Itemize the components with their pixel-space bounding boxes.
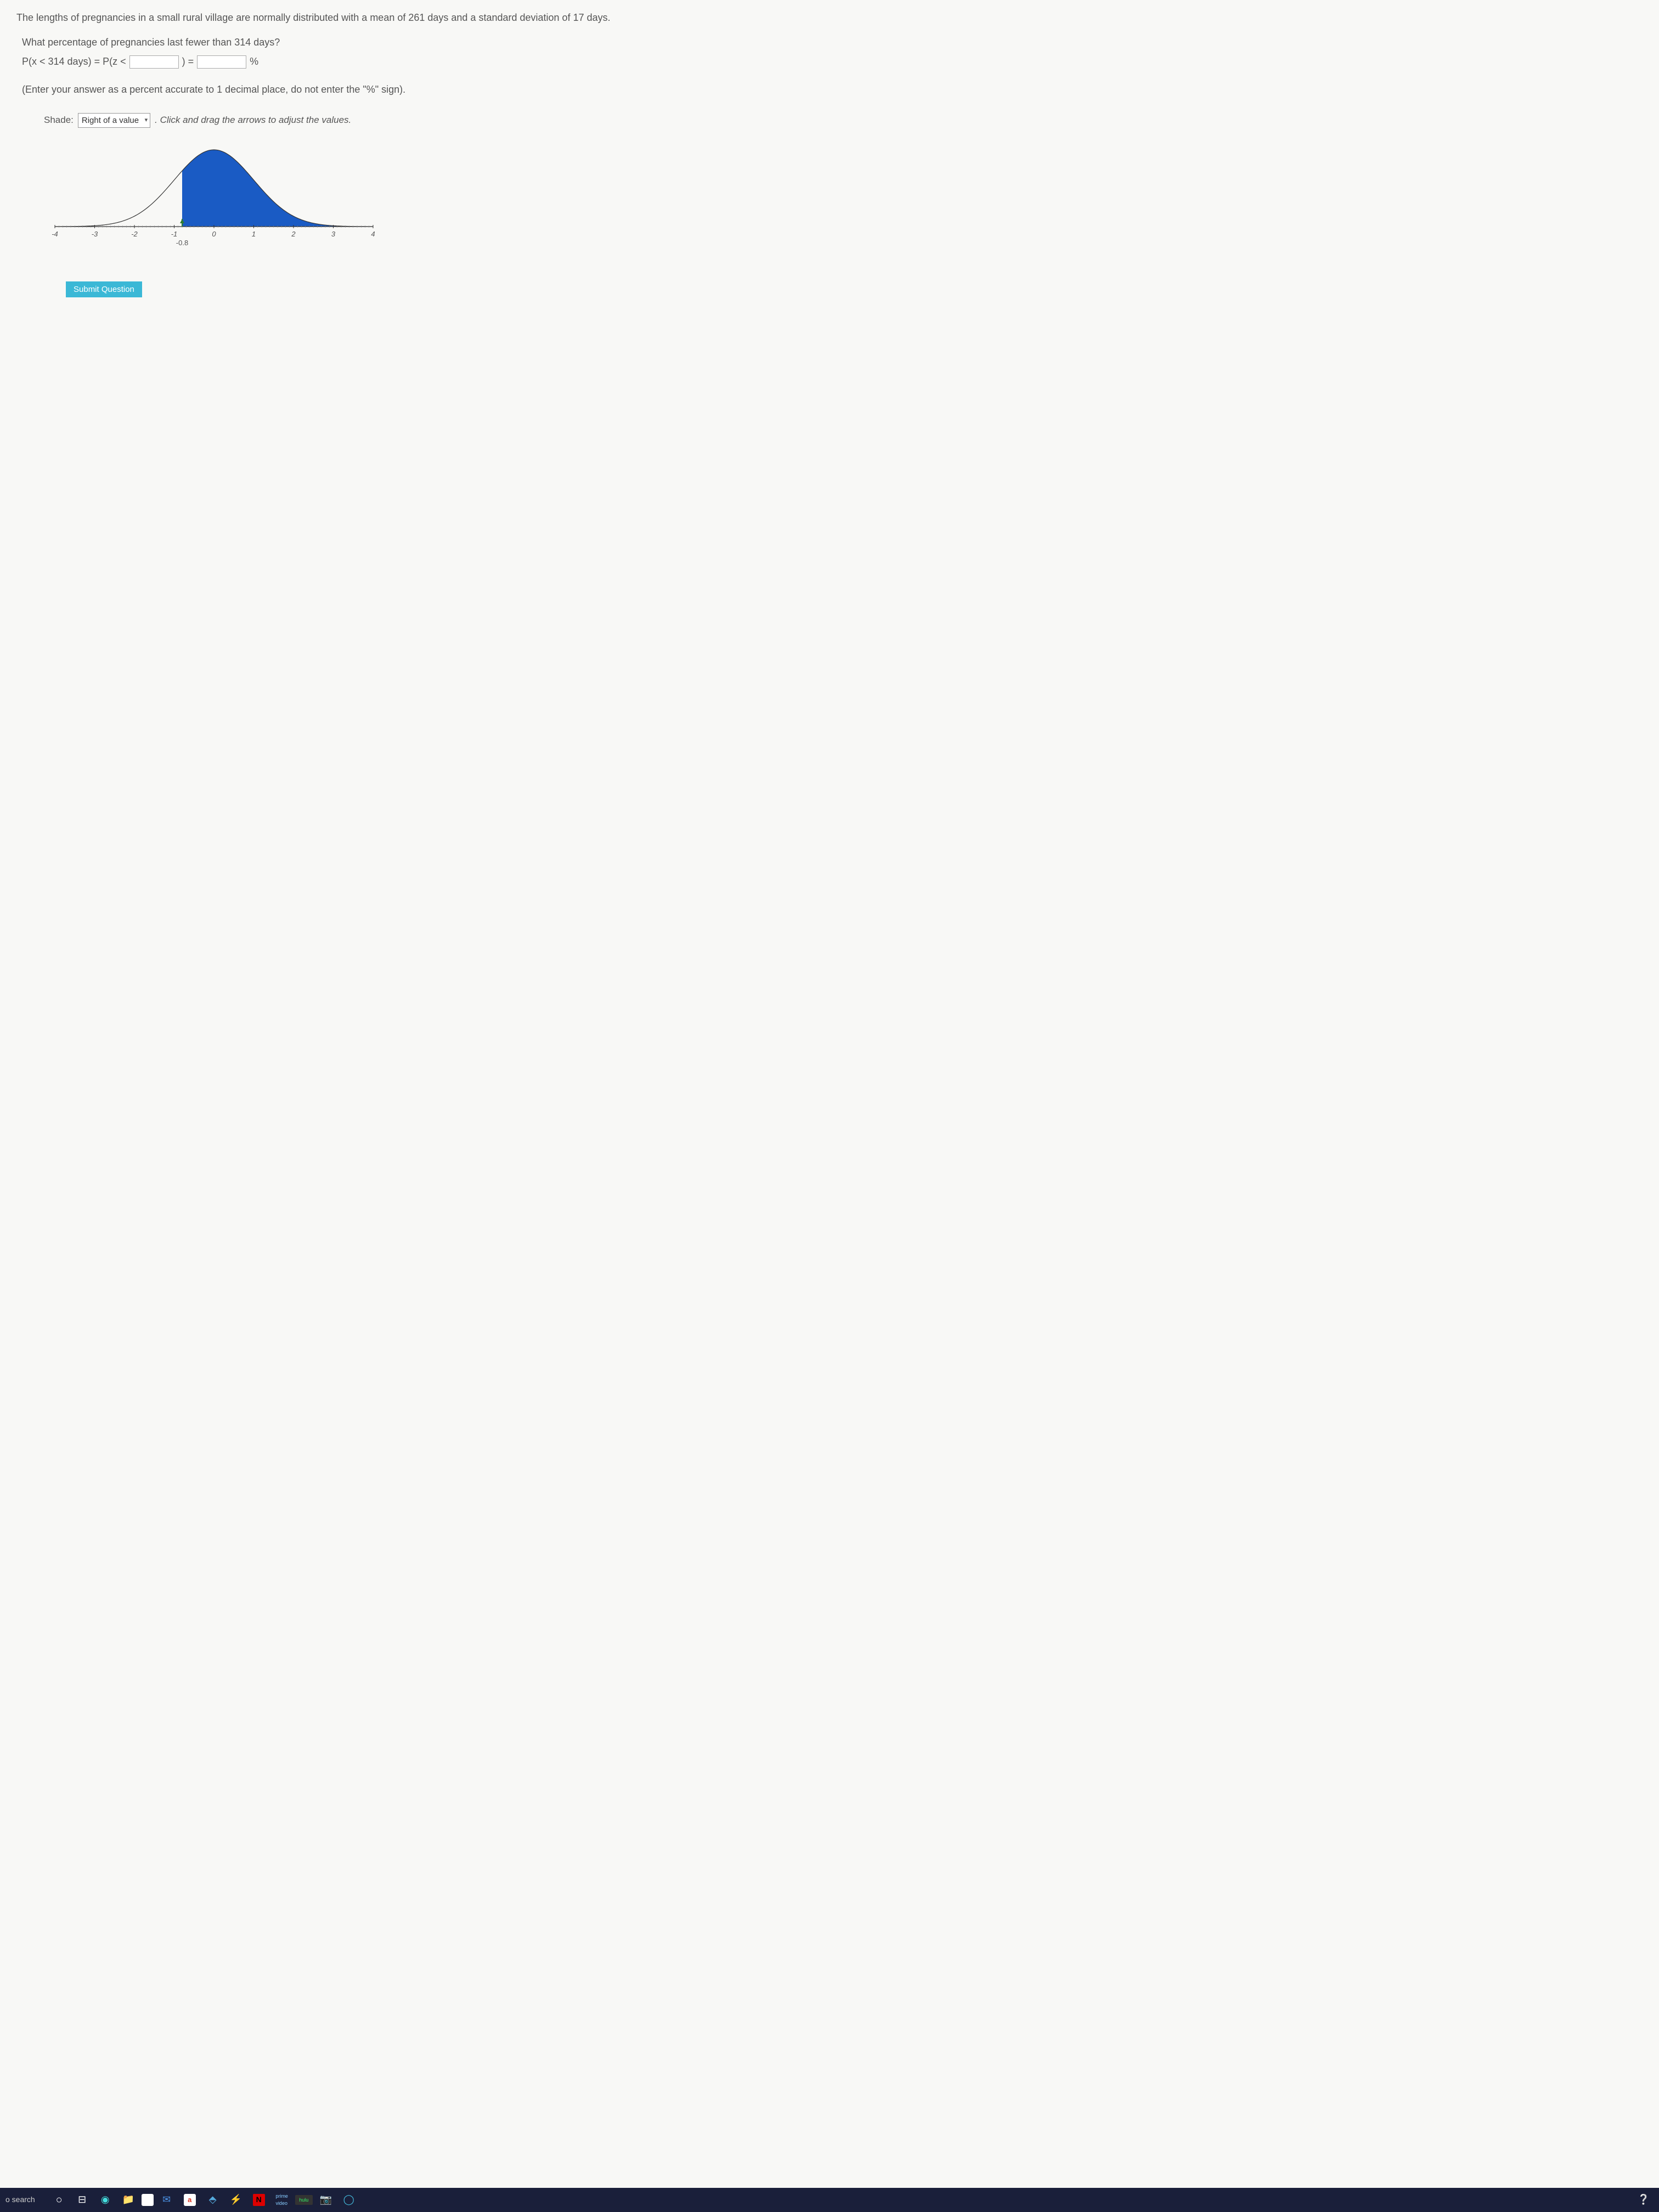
svg-text:-0.8: -0.8 bbox=[176, 239, 188, 247]
svg-text:1: 1 bbox=[252, 230, 256, 238]
submit-button[interactable]: Submit Question bbox=[66, 281, 142, 297]
svg-text:4: 4 bbox=[371, 230, 375, 238]
edge-icon[interactable]: ◉ bbox=[95, 2190, 115, 2210]
taskbar: o search ○ ⊟ ◉ 📁 ✉ a ⬘ ⚡ N primevideo hu… bbox=[0, 2188, 1659, 2212]
formula-row: P(x < 314 days) = P(z < ) = % bbox=[22, 55, 1643, 69]
search-label: o search bbox=[5, 2194, 35, 2205]
z-value-input[interactable] bbox=[129, 55, 179, 69]
formula-prefix: P(x < 314 days) = P(z < bbox=[22, 55, 126, 69]
bolt-icon[interactable]: ⚡ bbox=[226, 2190, 246, 2210]
question-context: The lengths of pregnancies in a small ru… bbox=[16, 11, 1643, 25]
svg-text:-3: -3 bbox=[92, 230, 98, 238]
camera-icon[interactable]: 📷 bbox=[316, 2190, 336, 2210]
amazon-icon[interactable]: a bbox=[180, 2190, 200, 2210]
svg-text:-4: -4 bbox=[52, 230, 58, 238]
file-explorer-icon[interactable]: 📁 bbox=[119, 2190, 138, 2210]
formula-mid: ) = bbox=[182, 55, 194, 69]
svg-text:-1: -1 bbox=[171, 230, 178, 238]
percent-symbol: % bbox=[250, 55, 258, 69]
cortana-icon[interactable]: ○ bbox=[49, 2190, 69, 2210]
percent-value-input[interactable] bbox=[197, 55, 246, 69]
shade-label: Shade: bbox=[44, 114, 74, 127]
svg-text:0: 0 bbox=[212, 230, 216, 238]
dropbox-icon[interactable]: ⬘ bbox=[203, 2190, 223, 2210]
normal-distribution-chart[interactable]: -4 -3 -2 -1 0 1 2 3 4 -0.8 bbox=[44, 139, 1643, 259]
svg-text:3: 3 bbox=[331, 230, 336, 238]
hulu-icon[interactable]: hulu bbox=[295, 2195, 313, 2205]
app-icon[interactable]: ◯ bbox=[339, 2190, 359, 2210]
task-view-icon[interactable]: ⊟ bbox=[72, 2190, 92, 2210]
store-icon[interactable] bbox=[142, 2194, 154, 2206]
svg-text:2: 2 bbox=[291, 230, 296, 238]
question-prompt: What percentage of pregnancies last fewe… bbox=[22, 36, 1643, 49]
help-icon[interactable]: ❔ bbox=[1634, 2190, 1654, 2210]
drag-hint: . Click and drag the arrows to adjust th… bbox=[155, 114, 351, 127]
netflix-icon[interactable]: N bbox=[249, 2190, 269, 2210]
mail-icon[interactable]: ✉ bbox=[157, 2190, 177, 2210]
shade-controls: Shade: Right of a value . Click and drag… bbox=[44, 113, 1643, 128]
svg-text:-2: -2 bbox=[131, 230, 138, 238]
shade-dropdown[interactable]: Right of a value bbox=[78, 113, 150, 128]
prime-video-icon[interactable]: primevideo bbox=[272, 2190, 292, 2210]
hint-text: (Enter your answer as a percent accurate… bbox=[22, 83, 1643, 97]
